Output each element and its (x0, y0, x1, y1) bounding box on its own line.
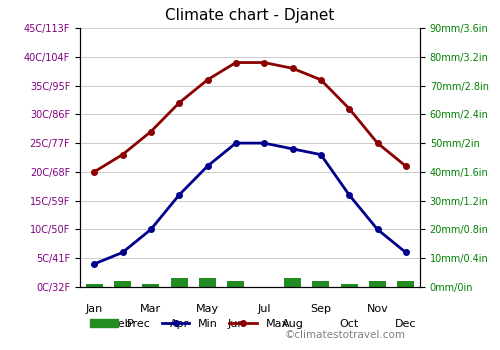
Title: Climate chart - Djanet: Climate chart - Djanet (166, 8, 334, 23)
Text: Feb: Feb (112, 319, 132, 329)
Bar (398, 281, 414, 287)
Text: Sep: Sep (310, 304, 332, 314)
Legend: Prec, Min, Max: Prec, Min, Max (86, 314, 294, 333)
Text: Jul: Jul (258, 304, 271, 314)
Bar (170, 278, 188, 287)
Bar (199, 278, 216, 287)
Text: Oct: Oct (340, 319, 359, 329)
Bar (369, 281, 386, 287)
Bar (284, 278, 301, 287)
Bar (86, 284, 102, 287)
Text: Nov: Nov (366, 304, 388, 314)
Text: Dec: Dec (395, 319, 416, 329)
Text: Apr: Apr (170, 319, 189, 329)
Bar (142, 284, 160, 287)
Text: Jun: Jun (227, 319, 244, 329)
Bar (228, 281, 244, 287)
Bar (114, 281, 131, 287)
Text: May: May (196, 304, 219, 314)
Bar (340, 284, 357, 287)
Text: Jan: Jan (86, 304, 103, 314)
Bar (312, 281, 330, 287)
Text: ©climatestotravel.com: ©climatestotravel.com (285, 330, 406, 340)
Text: Aug: Aug (282, 319, 304, 329)
Text: Mar: Mar (140, 304, 162, 314)
